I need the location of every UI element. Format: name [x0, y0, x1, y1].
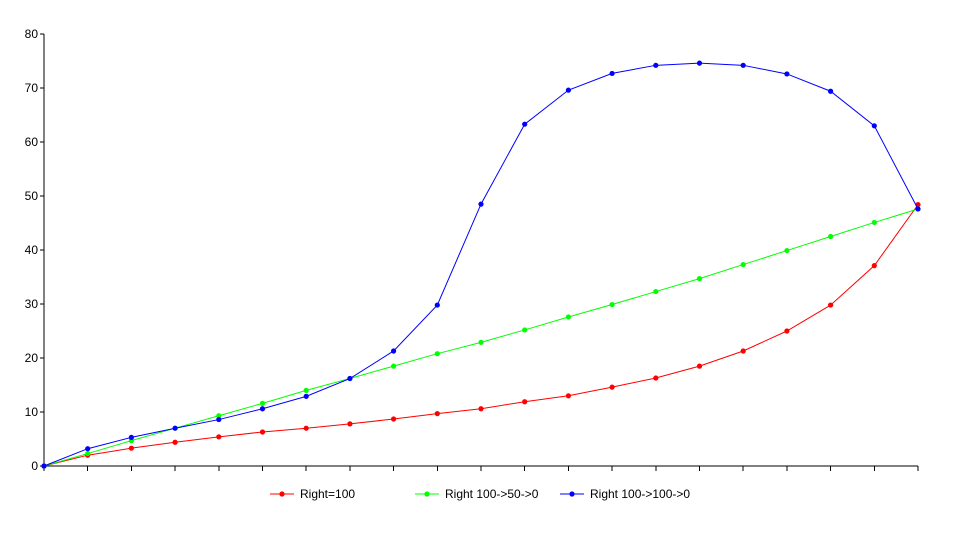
data-point — [871, 219, 877, 226]
data-point — [565, 87, 572, 93]
data-point — [391, 416, 397, 422]
series-layer — [41, 60, 921, 469]
data-point — [522, 121, 528, 127]
legend-marker — [279, 491, 285, 497]
series-1 — [41, 202, 921, 469]
data-point — [434, 351, 440, 357]
data-point — [740, 261, 746, 268]
data-point — [565, 393, 572, 399]
data-point — [828, 302, 834, 308]
y-tick-label: 30 — [25, 297, 39, 311]
data-point — [653, 375, 659, 381]
y-tick-label: 0 — [31, 459, 38, 473]
chart-axes: 0 10 20 30 40 50 60 70 80 — [25, 27, 919, 473]
data-point — [303, 393, 309, 399]
data-point — [478, 406, 484, 412]
data-point — [172, 439, 178, 445]
data-point — [85, 450, 91, 457]
data-point — [128, 434, 134, 440]
legend-marker — [569, 491, 575, 497]
data-point — [740, 348, 746, 354]
data-point — [784, 71, 790, 77]
legend-label: Right 100->50->0 — [445, 487, 539, 501]
data-point — [216, 413, 222, 419]
y-tick-label: 70 — [25, 81, 39, 95]
data-point — [259, 406, 266, 412]
legend-label: Right 100->100->0 — [590, 487, 690, 501]
data-point — [609, 301, 615, 308]
data-point — [828, 88, 834, 94]
legend-item: Right=100 — [270, 487, 355, 501]
data-point — [609, 70, 615, 77]
data-point — [784, 247, 790, 254]
data-point — [871, 263, 877, 269]
data-point — [259, 429, 266, 435]
data-point — [784, 328, 790, 334]
data-point — [216, 416, 222, 423]
data-point — [740, 62, 746, 68]
chart-legend: Right=100 Right 100->50->0 Right 100->100-… — [270, 487, 690, 501]
y-tick-label: 60 — [25, 135, 39, 149]
data-point — [216, 434, 222, 440]
legend-item: Right 100->100->0 — [560, 487, 690, 501]
series-3 — [41, 60, 921, 469]
legend-marker — [424, 491, 430, 497]
data-point — [609, 384, 615, 390]
data-point — [696, 60, 703, 66]
y-tick-label: 50 — [25, 189, 39, 203]
legend-label: Right=100 — [300, 487, 355, 501]
data-point — [347, 375, 353, 382]
data-point — [522, 399, 528, 405]
data-point — [696, 276, 703, 282]
data-point — [915, 206, 921, 212]
data-point — [259, 400, 266, 406]
data-point — [172, 425, 178, 431]
data-point — [871, 123, 877, 129]
data-point — [391, 348, 397, 354]
data-point — [478, 201, 484, 207]
y-tick-label: 10 — [25, 405, 39, 419]
y-tick-label: 40 — [25, 243, 39, 257]
data-point — [41, 463, 47, 469]
data-point — [347, 421, 353, 427]
data-point — [128, 445, 134, 451]
data-point — [303, 425, 309, 431]
data-point — [653, 288, 659, 295]
data-point — [478, 339, 484, 345]
series-line — [43, 62, 919, 467]
data-point — [565, 314, 572, 320]
data-point — [828, 233, 834, 240]
y-tick-label: 80 — [25, 27, 39, 41]
data-point — [696, 363, 703, 369]
data-point — [303, 387, 309, 393]
data-point — [434, 302, 440, 308]
data-point — [391, 363, 397, 369]
legend-item: Right 100->50->0 — [415, 487, 539, 501]
data-point — [653, 62, 659, 68]
data-point — [434, 411, 440, 417]
data-point — [522, 327, 528, 333]
data-point — [85, 446, 91, 452]
y-tick-label: 20 — [25, 351, 39, 365]
